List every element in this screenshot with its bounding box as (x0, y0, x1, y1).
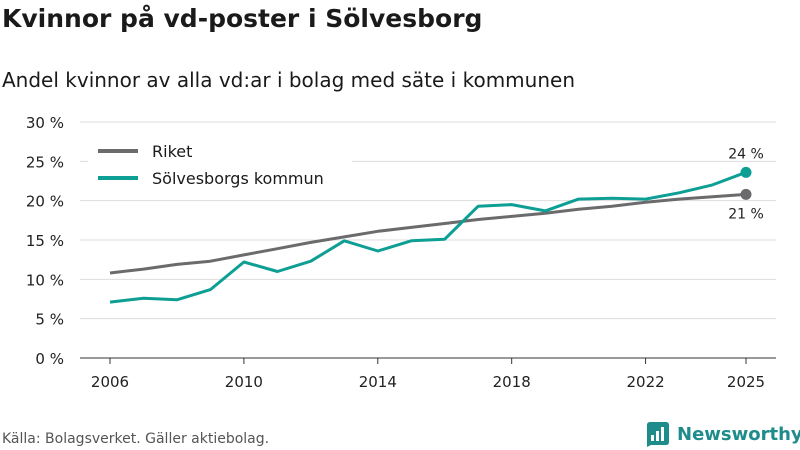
source-note: Källa: Bolagsverket. Gäller aktiebolag. (2, 431, 270, 447)
x-tick-label: 2006 (91, 373, 129, 391)
y-axis: 0 % 5 % 10 % 15 % 20 % 25 % 30 % (26, 114, 64, 368)
x-axis: 2006 2010 2014 2018 2022 2025 (91, 358, 765, 391)
series-lines: 21 % 24 % (109, 146, 764, 304)
end-label-riket: 21 % (728, 206, 764, 222)
legend-label: Sölvesborgs kommun (152, 169, 324, 188)
brand-logo: Newsworthy (645, 420, 800, 448)
y-tick-label: 10 % (26, 271, 64, 289)
legend-label: Riket (152, 142, 192, 161)
y-tick-label: 0 % (35, 350, 64, 368)
x-tick-label: 2014 (359, 373, 397, 391)
x-tick-label: 2010 (225, 373, 263, 391)
y-tick-label: 25 % (26, 153, 64, 171)
end-label-solvesborg: 24 % (728, 146, 764, 162)
legend: Riket Sölvesborgs kommun (88, 136, 352, 194)
x-tick-label: 2022 (626, 373, 664, 391)
x-tick-label: 2018 (493, 373, 531, 391)
page-subtitle: Andel kvinnor av alla vd:ar i bolag med … (2, 68, 575, 92)
y-tick-label: 30 % (26, 114, 64, 132)
y-tick-label: 20 % (26, 193, 64, 211)
page-title: Kvinnor på vd-poster i Sölvesborg (2, 4, 483, 33)
line-chart: 0 %5 %10 %15 %20 %25 %30 % 2006 2010 2014 2… (26, 114, 776, 391)
end-point-solvesborg (740, 166, 752, 178)
end-point-riket (740, 188, 752, 200)
y-tick-label: 5 % (35, 311, 64, 329)
y-tick-label: 15 % (26, 232, 64, 250)
x-tick-label: 2025 (727, 373, 765, 391)
legend-background (88, 136, 352, 194)
brand-name: Newsworthy (677, 423, 800, 445)
newsworthy-logo-icon (647, 422, 669, 447)
series-line-solvesborg (109, 170, 747, 304)
series-line-riket (109, 192, 747, 275)
